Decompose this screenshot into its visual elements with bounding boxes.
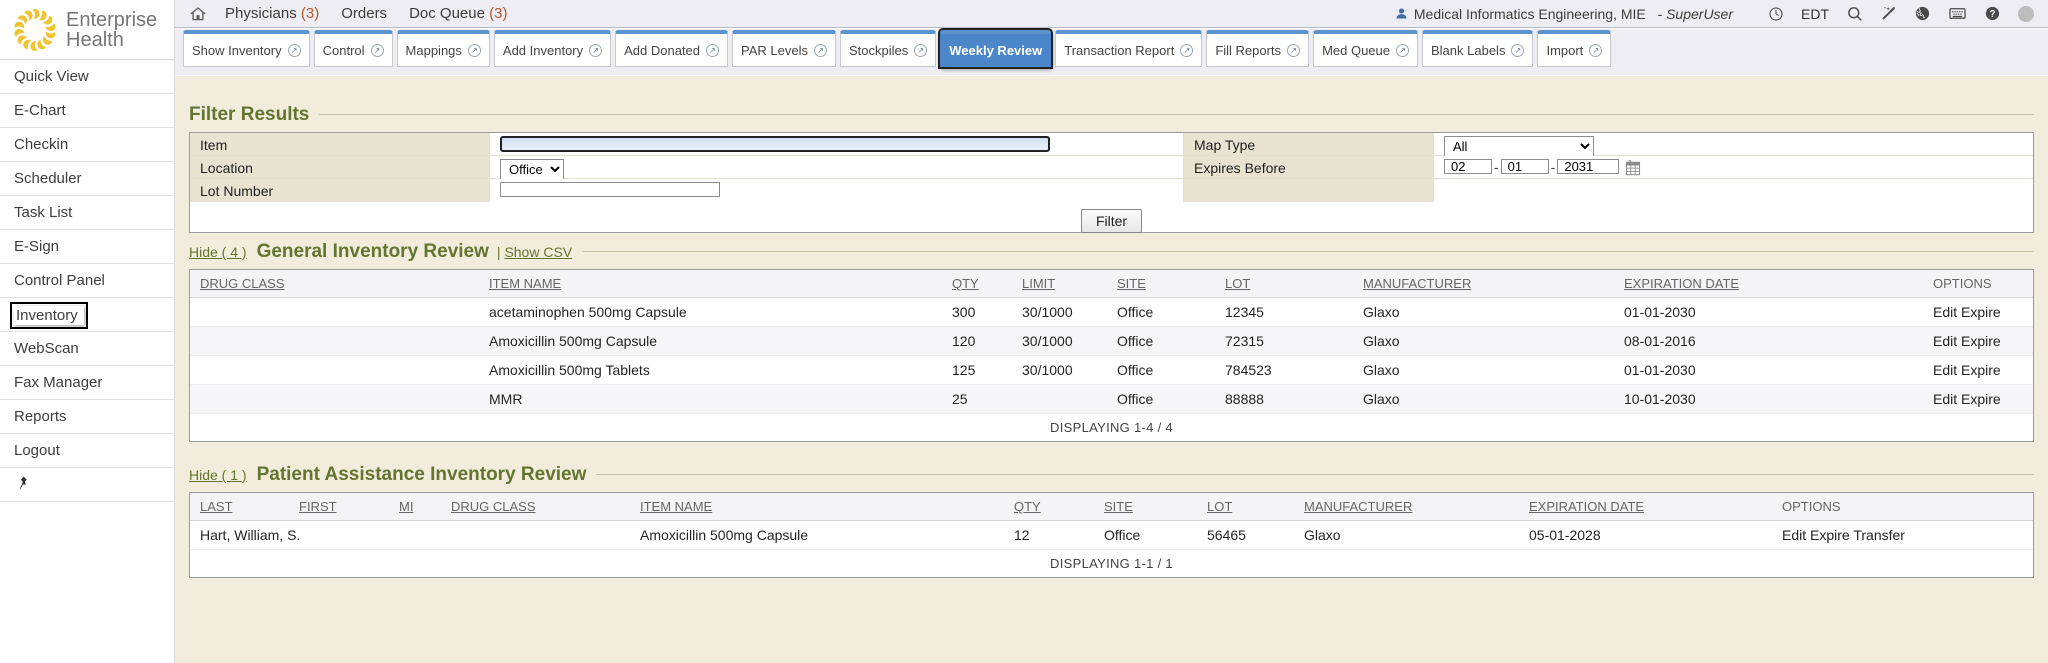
svg-text:?: ? <box>1989 9 1995 20</box>
